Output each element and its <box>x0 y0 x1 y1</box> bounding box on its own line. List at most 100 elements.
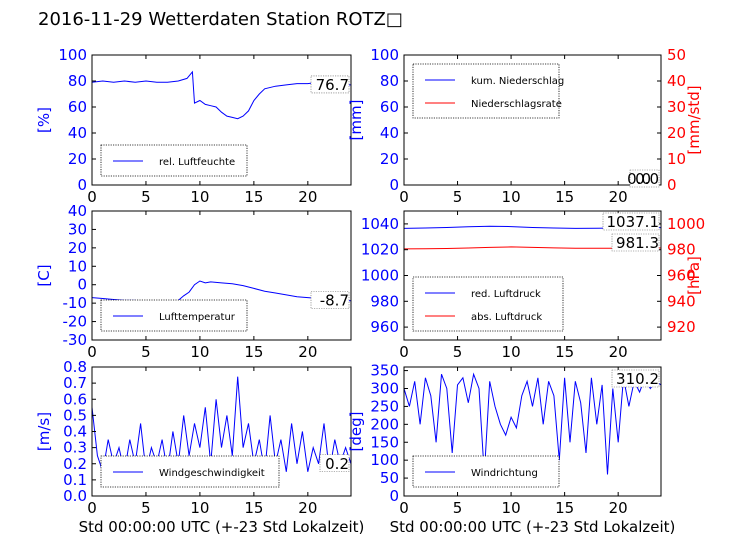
x-tick-label-winddir: 20 <box>609 499 628 517</box>
value-badge-windspeed-frame <box>319 454 350 473</box>
y-tick-label-winddir: 250 <box>370 397 399 415</box>
y-tick-right-label-pressure: 1000 <box>667 215 705 233</box>
y-tick-label-winddir: 200 <box>370 415 399 433</box>
x-tick-label-temperature: 5 <box>141 343 151 361</box>
y-tick-label-humidity: 20 <box>68 150 87 168</box>
y-tick-right-label-pressure: 960 <box>667 267 696 285</box>
value-badge-windspeed: 0.2 <box>325 455 349 473</box>
x-tick-label-humidity: 0 <box>87 188 97 206</box>
y-tick-label-precip: 0 <box>389 176 399 194</box>
x-tick-label-precip: 10 <box>502 188 521 206</box>
x-tick-label-precip: 0 <box>399 188 409 206</box>
x-tick-label-pressure: 10 <box>502 343 521 361</box>
y-axis-right-label-precip: [mm/std] <box>685 85 703 154</box>
x-tick-label-windspeed: 10 <box>190 499 209 517</box>
value-badge-temperature: -8.7 <box>320 292 349 310</box>
plot-frame-temperature <box>91 210 352 341</box>
series-line-winddir-0 <box>404 372 661 475</box>
value-badge-humidity: 76.7 <box>316 76 349 94</box>
y-tick-right-label-precip: 40 <box>667 72 686 90</box>
chart-temperature: 0 5 10 15 20-30-20-10010203040[C]Lufttempera… <box>35 202 352 361</box>
y-tick-label-temperature: -10 <box>63 294 88 312</box>
y-axis-label-precip: [mm] <box>347 100 365 141</box>
y-tick-right-label-pressure: 980 <box>667 241 696 259</box>
value-badge-2-pressure: 981.3 <box>616 234 659 252</box>
y-tick-label-winddir: 150 <box>370 433 399 451</box>
y-axis-label-winddir: [deg] <box>347 412 365 452</box>
series-line-humidity-0 <box>92 70 351 120</box>
x-tick-label-windspeed: 5 <box>141 499 151 517</box>
x-tick-label-temperature: 10 <box>190 343 209 361</box>
y-tick-label-winddir: 100 <box>370 451 399 469</box>
x-tick-label-temperature: 20 <box>298 343 317 361</box>
value-badge-winddir-frame <box>611 369 660 388</box>
x-tick-label-windspeed: 20 <box>298 499 317 517</box>
x-tick-label-pressure: 0 <box>399 343 409 361</box>
x-tick-label-pressure: 5 <box>453 343 463 361</box>
y-tick-label-windspeed: 0.7 <box>63 374 87 392</box>
chart-humidity: 0 5 10 15 20 0 20 40 60 80 100 [%] rel. Luftfeuchte 7… <box>35 46 352 206</box>
y-tick-label-winddir: 300 <box>370 380 399 398</box>
value-badge-winddir: 310.2 <box>616 370 659 388</box>
y-tick-label-windspeed: 0.4 <box>63 423 87 441</box>
legend-label-windspeed-0: Windgeschwindigkeit <box>159 468 265 479</box>
y-tick-label-windspeed: 0.3 <box>63 439 87 457</box>
x-tick-label-winddir: 5 <box>453 499 463 517</box>
x-tick-label-humidity: 10 <box>190 188 209 206</box>
legend-box-temperature <box>100 299 248 332</box>
value-badge-2-pressure-frame <box>611 233 660 252</box>
y-tick-right-label-precip: 50 <box>667 46 686 64</box>
y-tick-right-label-pressure: 940 <box>667 292 696 310</box>
legend-label-precip-0: kum. Niederschlag <box>471 76 564 87</box>
y-tick-label-precip: 100 <box>370 46 399 64</box>
y-tick-label-temperature: 40 <box>68 202 87 220</box>
chart-windspeed: 0 5 10 15 200.00.10.20.30.40.50.60.70.8[m/s]… <box>35 358 364 536</box>
x-tick-label-precip: 15 <box>555 188 574 206</box>
y-tick-label-temperature: -20 <box>63 313 88 331</box>
x-tick-label-humidity: 20 <box>298 188 317 206</box>
y-tick-label-winddir: 0 <box>389 487 399 505</box>
value-badge-temperature-frame <box>310 291 350 310</box>
legend-label-pressure-0: red. Luftdruck <box>471 289 541 300</box>
x-tick-label-precip: 5 <box>453 188 463 206</box>
plot-frame-precip <box>403 54 662 186</box>
figure-title: 2016-11-29 Wetterdaten Station ROTZ□ <box>38 9 403 30</box>
x-tick-label-pressure: 15 <box>555 343 574 361</box>
y-tick-right-label-precip: 10 <box>667 150 686 168</box>
x-axis-label-windspeed: Std 00:00:00 UTC (+-23 Std Lokalzeit) <box>79 518 365 536</box>
y-tick-label-windspeed: 0.8 <box>63 358 87 376</box>
chart-precip: 0 5 10 15 20 0 20 40 60 80 100 0 10 20 30 40 50 [mm] [mm/s… <box>347 46 703 206</box>
y-axis-right-label-pressure: [hPa] <box>685 256 703 295</box>
x-tick-label-humidity: 5 <box>141 188 151 206</box>
value-badge-precip: 0.0 <box>635 170 659 188</box>
value-badge-2-precip: 0.0 <box>627 170 651 188</box>
legend-box-precip <box>412 63 560 119</box>
x-tick-label-winddir: 15 <box>555 499 574 517</box>
y-tick-label-windspeed: 0.2 <box>63 455 87 473</box>
x-tick-label-windspeed: 0 <box>87 499 97 517</box>
value-badge-precip-frame <box>629 169 660 188</box>
y-tick-label-humidity: 0 <box>77 176 87 194</box>
legend-label-pressure-1: abs. Luftdruck <box>471 312 542 323</box>
y-tick-label-humidity: 80 <box>68 72 87 90</box>
y-tick-label-pressure: 1040 <box>361 215 399 233</box>
plot-frame-winddir <box>403 366 662 497</box>
legend-label-humidity-0: rel. Luftfeuchte <box>159 157 235 168</box>
y-tick-label-temperature: 0 <box>77 276 87 294</box>
x-tick-label-precip: 20 <box>609 188 628 206</box>
y-tick-label-winddir: 350 <box>370 362 399 380</box>
y-tick-label-pressure: 1020 <box>361 241 399 259</box>
x-tick-label-humidity: 15 <box>244 188 263 206</box>
y-tick-label-temperature: 20 <box>68 239 87 257</box>
legend-label-winddir-0: Windrichtung <box>471 468 538 479</box>
value-badge-pressure: 1037.1 <box>607 213 660 231</box>
y-tick-label-humidity: 40 <box>68 124 87 142</box>
x-tick-label-winddir: 0 <box>399 499 409 517</box>
y-tick-label-humidity: 60 <box>68 98 87 116</box>
y-tick-label-windspeed: 0.0 <box>63 487 87 505</box>
plot-frame-humidity <box>91 54 352 186</box>
y-tick-label-precip: 80 <box>380 72 399 90</box>
x-tick-label-temperature: 15 <box>244 343 263 361</box>
x-tick-label-winddir: 10 <box>502 499 521 517</box>
